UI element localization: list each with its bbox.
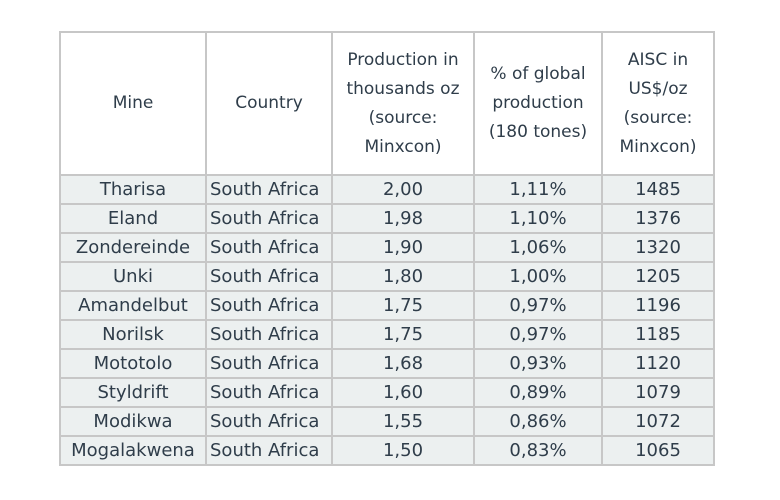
aisc-cell: 1065 [601, 435, 715, 466]
header-mine: Mine [59, 31, 207, 176]
header-aisc: AISC in US$/oz (source: Minxcon) [601, 31, 715, 176]
aisc-cell: 1376 [601, 203, 715, 234]
mine-cell: Unki [59, 261, 207, 292]
global-share-cell: 0,83% [473, 435, 603, 466]
header-global-share: % of global production (180 tones) [473, 31, 603, 176]
production-cell: 1,68 [331, 348, 475, 379]
table-row: Tharisa South Africa 2,00 1,11% 1485 [59, 174, 715, 205]
table-row: Eland South Africa 1,98 1,10% 1376 [59, 203, 715, 234]
global-share-cell: 0,86% [473, 406, 603, 437]
aisc-cell: 1320 [601, 232, 715, 263]
production-cell: 1,75 [331, 319, 475, 350]
table-row: Styldrift South Africa 1,60 0,89% 1079 [59, 377, 715, 408]
aisc-cell: 1120 [601, 348, 715, 379]
mine-cell: Eland [59, 203, 207, 234]
header-production: Production in thousands oz (source: Minxcon… [331, 31, 475, 176]
table-row: Modikwa South Africa 1,55 0,86% 1072 [59, 406, 715, 437]
aisc-cell: 1072 [601, 406, 715, 437]
global-share-cell: 1,00% [473, 261, 603, 292]
country-cell: South Africa [205, 406, 333, 437]
country-cell: South Africa [205, 348, 333, 379]
global-share-cell: 1,10% [473, 203, 603, 234]
production-cell: 1,55 [331, 406, 475, 437]
global-share-cell: 0,89% [473, 377, 603, 408]
header-line: % of global [490, 64, 586, 84]
global-share-cell: 1,06% [473, 232, 603, 263]
aisc-cell: 1079 [601, 377, 715, 408]
header-line: AISC in [627, 49, 689, 70]
country-cell: South Africa [205, 174, 333, 205]
country-cell: South Africa [205, 232, 333, 263]
header-line: Minxcon) [364, 136, 442, 157]
table-row: Amandelbut South Africa 1,75 0,97% 1196 [59, 290, 715, 321]
mine-cell: Mototolo [59, 348, 207, 379]
header-row: Mine Country Production in thousands oz (sou… [59, 31, 715, 176]
mine-cell: Zondereinde [59, 232, 207, 263]
aisc-cell: 1485 [601, 174, 715, 205]
header-line: (source: [623, 107, 693, 128]
header-line: Production in [347, 49, 459, 70]
production-cell: 1,98 [331, 203, 475, 234]
production-cell: 1,60 [331, 377, 475, 408]
mine-cell: Styldrift [59, 377, 207, 408]
header-line: Country [235, 93, 303, 113]
table-row: Zondereinde South Africa 1,90 1,06% 1320 [59, 232, 715, 263]
aisc-cell: 1205 [601, 261, 715, 292]
global-share-cell: 0,93% [473, 348, 603, 379]
mine-cell: Tharisa [59, 174, 207, 205]
country-cell: South Africa [205, 261, 333, 292]
header-line: thousands oz [346, 78, 460, 99]
header-line: production [492, 93, 584, 113]
production-cell: 1,75 [331, 290, 475, 321]
aisc-cell: 1185 [601, 319, 715, 350]
table-row: Mototolo South Africa 1,68 0,93% 1120 [59, 348, 715, 379]
mine-cell: Mogalakwena [59, 435, 207, 466]
mines-table: Mine Country Production in thousands oz (sou… [59, 31, 715, 466]
header-line: (source: [368, 107, 438, 128]
table-row: Norilsk South Africa 1,75 0,97% 1185 [59, 319, 715, 350]
aisc-cell: 1196 [601, 290, 715, 321]
global-share-cell: 0,97% [473, 319, 603, 350]
production-cell: 1,90 [331, 232, 475, 263]
mine-cell: Norilsk [59, 319, 207, 350]
production-cell: 2,00 [331, 174, 475, 205]
mine-cell: Modikwa [59, 406, 207, 437]
country-cell: South Africa [205, 377, 333, 408]
table-row: Unki South Africa 1,80 1,00% 1205 [59, 261, 715, 292]
production-cell: 1,50 [331, 435, 475, 466]
header-country: Country [205, 31, 333, 176]
table-header: Mine Country Production in thousands oz (sou… [59, 31, 715, 176]
mine-cell: Amandelbut [59, 290, 207, 321]
header-line: US$/oz [628, 78, 688, 99]
country-cell: South Africa [205, 203, 333, 234]
header-line: Minxcon) [619, 136, 697, 157]
table-row: Mogalakwena South Africa 1,50 0,83% 1065 [59, 435, 715, 466]
global-share-cell: 0,97% [473, 290, 603, 321]
global-share-cell: 1,11% [473, 174, 603, 205]
country-cell: South Africa [205, 319, 333, 350]
table-body: Tharisa South Africa 2,00 1,11% 1485 Eland Sou… [59, 174, 715, 466]
country-cell: South Africa [205, 435, 333, 466]
production-cell: 1,80 [331, 261, 475, 292]
header-line: Mine [112, 93, 154, 113]
header-line: (180 tones) [488, 122, 588, 142]
country-cell: South Africa [205, 290, 333, 321]
